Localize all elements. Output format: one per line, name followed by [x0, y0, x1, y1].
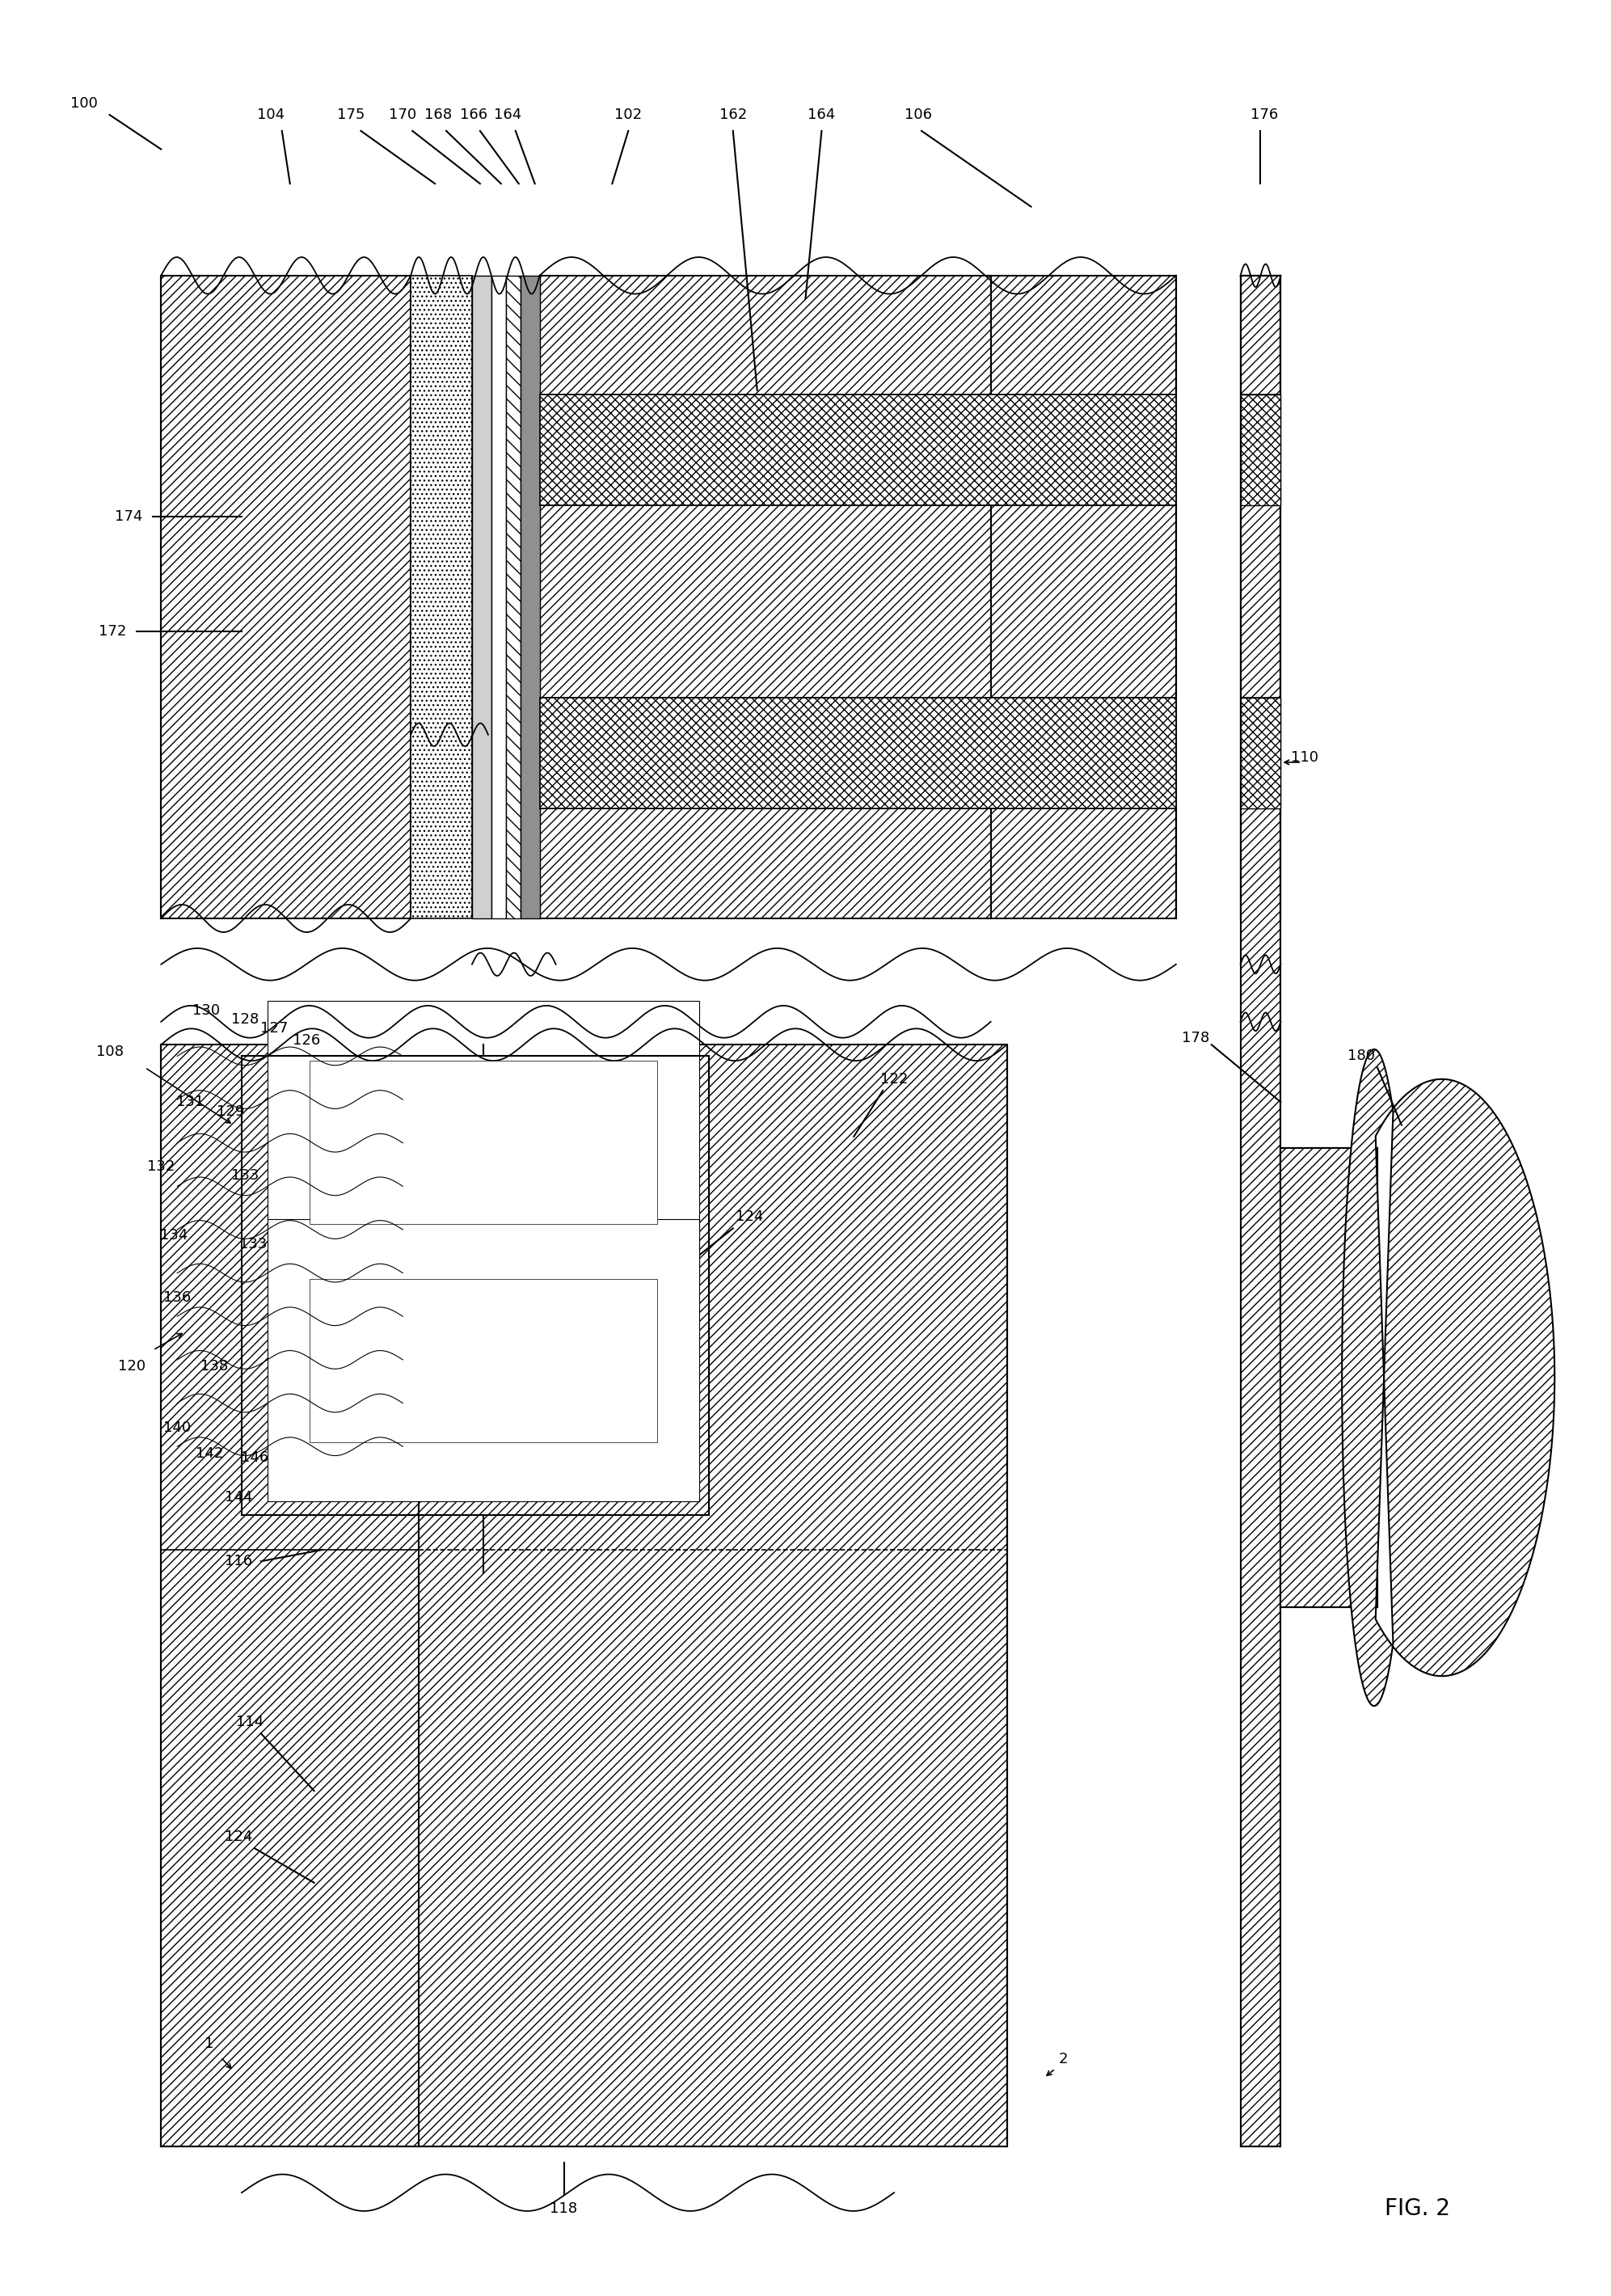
Text: 166: 166	[459, 108, 488, 122]
Bar	[309, 1061, 657, 1224]
Text: 162: 162	[719, 108, 748, 122]
Text: 124: 124	[224, 1830, 253, 1844]
Text: 127: 127	[259, 1022, 288, 1035]
Bar	[540, 276, 991, 918]
Text: 108: 108	[95, 1045, 124, 1058]
Bar	[1240, 698, 1281, 808]
Bar	[540, 698, 1176, 808]
Bar	[161, 1045, 1007, 2147]
Bar	[309, 1279, 657, 1442]
Text: 126: 126	[292, 1033, 321, 1047]
Bar	[287, 1247, 680, 1474]
Text: 170: 170	[388, 108, 417, 122]
Text: 175: 175	[337, 108, 366, 122]
Bar	[296, 1261, 670, 1460]
Text: 146: 146	[240, 1451, 269, 1465]
Bar	[491, 276, 506, 918]
Bar	[411, 276, 472, 918]
Text: 140: 140	[163, 1421, 192, 1435]
Text: 172: 172	[98, 625, 127, 638]
Bar	[1281, 1148, 1377, 1607]
Text: 2: 2	[1058, 2053, 1068, 2066]
Text: 130: 130	[192, 1003, 221, 1017]
Bar	[296, 1042, 670, 1242]
Text: 180: 180	[1347, 1049, 1376, 1063]
Bar	[1240, 276, 1281, 918]
Bar	[991, 276, 1176, 918]
Bar	[472, 276, 491, 918]
Text: 133: 133	[238, 1238, 267, 1251]
Text: 102: 102	[614, 108, 643, 122]
Text: 133: 133	[230, 1169, 259, 1182]
Text: 129: 129	[216, 1104, 245, 1118]
Text: 114: 114	[235, 1715, 264, 1729]
Bar	[277, 1015, 690, 1270]
Text: 110: 110	[1290, 751, 1319, 765]
Text: 128: 128	[230, 1013, 259, 1026]
Text: FIG. 2: FIG. 2	[1385, 2197, 1450, 2220]
Bar	[287, 1029, 680, 1256]
Text: 124: 124	[735, 1210, 764, 1224]
Text: 164: 164	[807, 108, 836, 122]
Text: 142: 142	[195, 1446, 224, 1460]
Text: 116: 116	[224, 1554, 253, 1568]
Text: 176: 176	[1250, 108, 1279, 122]
Text: 174: 174	[114, 510, 143, 523]
Text: 136: 136	[163, 1290, 192, 1304]
Bar	[520, 276, 540, 918]
Text: 131: 131	[176, 1095, 205, 1109]
Text: 104: 104	[256, 108, 285, 122]
Bar	[267, 1001, 699, 1283]
Bar	[1240, 276, 1281, 2147]
Bar	[506, 276, 520, 918]
Text: 132: 132	[147, 1159, 176, 1173]
Text: 168: 168	[424, 108, 453, 122]
Bar	[267, 1219, 699, 1502]
Bar	[306, 1274, 661, 1446]
Text: 178: 178	[1181, 1031, 1210, 1045]
Bar	[161, 276, 411, 918]
Text: 138: 138	[200, 1359, 229, 1373]
Bar	[306, 1056, 661, 1228]
Text: 1: 1	[205, 2037, 214, 2050]
Text: 122: 122	[880, 1072, 909, 1086]
Text: 144: 144	[224, 1490, 253, 1504]
Bar	[1240, 395, 1281, 505]
Text: 106: 106	[904, 108, 933, 122]
Text: 120: 120	[118, 1359, 147, 1373]
Text: 134: 134	[159, 1228, 188, 1242]
Text: 118: 118	[549, 2202, 578, 2216]
Polygon shape	[1342, 1049, 1555, 1706]
Text: 100: 100	[71, 96, 97, 110]
Text: 164: 164	[493, 108, 522, 122]
Bar	[277, 1233, 690, 1488]
Bar	[540, 395, 1176, 505]
